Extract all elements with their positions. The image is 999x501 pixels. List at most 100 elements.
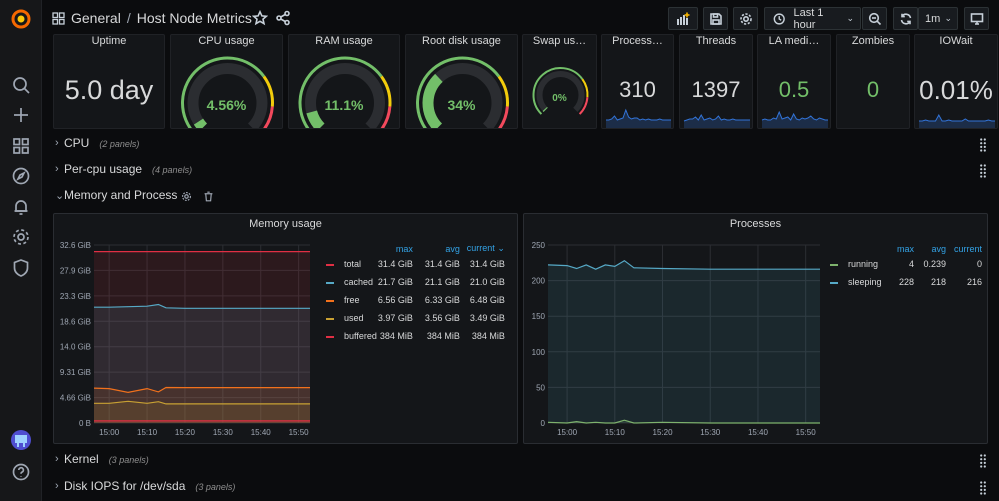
legend-row-used[interactable]: used 3.97 GiB 3.56 GiB 3.49 GiB [326, 309, 505, 327]
drag-handle-icon[interactable] [980, 454, 986, 468]
legend-swatch[interactable] [326, 263, 334, 266]
series-area-cached [94, 304, 310, 423]
stat-title[interactable]: Uptime [91, 35, 127, 47]
row-kernel[interactable]: › Kernel (3 panels) [53, 449, 998, 473]
stat-panel-6[interactable]: Threads 1397 [679, 34, 753, 129]
refresh-interval-picker[interactable]: 1m ⌄ [918, 7, 958, 30]
legend-series-name[interactable]: total [344, 259, 362, 269]
stat-panel-1[interactable]: CPU usage 4.56% [170, 34, 283, 129]
legend-series-name[interactable]: used [344, 313, 364, 323]
row-delete-trash-icon[interactable] [203, 191, 214, 202]
legend-row-running[interactable]: running 4 0.239 0 [830, 255, 982, 273]
search-icon[interactable] [11, 75, 31, 95]
legend-header-current[interactable]: current ⌄ [466, 243, 505, 253]
stat-title[interactable]: Zombies [851, 35, 895, 47]
stat-panel-5[interactable]: Process… 310 [601, 34, 674, 129]
legend-row-buffered[interactable]: buffered 384 MiB 384 MiB 384 MiB [326, 327, 505, 345]
legend-swatch[interactable] [326, 317, 334, 320]
stat-title[interactable]: Swap us… [532, 35, 587, 47]
save-dashboard-button[interactable] [703, 7, 728, 30]
stat-title[interactable]: Process… [612, 35, 663, 47]
row-cpu[interactable]: › CPU (2 panels) [53, 133, 998, 157]
stat-title[interactable]: LA medi… [768, 35, 820, 47]
sparkline [919, 113, 995, 128]
legend-row-total[interactable]: total 31.4 GiB 31.4 GiB 31.4 GiB [326, 255, 505, 273]
drag-handle-icon[interactable] [980, 481, 986, 495]
stat-title[interactable]: Root disk usage [422, 35, 501, 47]
legend-row-sleeping[interactable]: sleeping 228 218 216 [830, 273, 982, 291]
dashboards-icon[interactable] [11, 136, 31, 156]
stat-panel-7[interactable]: LA medi… 0.5 [757, 34, 831, 129]
star-icon[interactable] [251, 9, 269, 26]
legend-series-name[interactable]: buffered [344, 331, 377, 341]
legend-swatch[interactable] [326, 281, 334, 284]
stat-panel-2[interactable]: RAM usage 11.1% [288, 34, 400, 129]
legend-max: 31.4 GiB [377, 259, 413, 269]
breadcrumb-separator: / [126, 10, 131, 26]
legend-swatch[interactable] [326, 299, 334, 302]
zoom-out-button[interactable] [862, 7, 887, 30]
time-range-picker[interactable]: Last 1 hour ⌄ [764, 7, 861, 31]
legend-current: 384 MiB [471, 331, 505, 341]
legend-header-max[interactable]: max [395, 243, 413, 254]
legend-series-name[interactable]: running [848, 259, 879, 269]
breadcrumb-dashboard-title[interactable]: Host Node Metrics [136, 10, 252, 26]
stat-panel-9[interactable]: IOWait 0.01% [914, 34, 998, 129]
stat-panel-3[interactable]: Root disk usage 34% [405, 34, 518, 129]
panel-title[interactable]: Processes [729, 218, 782, 230]
configuration-gear-icon[interactable] [11, 227, 31, 247]
create-plus-icon[interactable] [11, 105, 31, 125]
row-memory-and-process[interactable]: ⌄ Memory and Process [53, 185, 998, 209]
alerting-bell-icon[interactable] [11, 197, 31, 217]
refresh-button[interactable] [893, 7, 918, 30]
legend-series-name[interactable]: free [344, 295, 360, 305]
refresh-icon [900, 12, 911, 25]
legend-row-free[interactable]: free 6.56 GiB 6.33 GiB 6.48 GiB [326, 291, 505, 309]
stat-panel-4[interactable]: Swap us… 0% [522, 34, 597, 129]
stat-panel-8[interactable]: Zombies 0 [836, 34, 910, 129]
processes-graph[interactable]: 250 200 150 100 50 0 15:00 15:10 15:20 15:30 15:40… [524, 214, 987, 443]
legend-swatch[interactable] [326, 335, 334, 338]
legend-swatch[interactable] [830, 281, 838, 284]
stat-title[interactable]: IOWait [939, 35, 973, 47]
explore-compass-icon[interactable] [11, 166, 31, 186]
legend-max: 3.97 GiB [377, 313, 413, 323]
server-admin-shield-icon[interactable] [11, 258, 31, 278]
legend-row-cached[interactable]: cached 21.7 GiB 21.1 GiB 21.0 GiB [326, 273, 505, 291]
stat-panel-0[interactable]: Uptime 5.0 day [53, 34, 165, 129]
dashboard-settings-button[interactable] [733, 7, 758, 30]
legend-series-name[interactable]: sleeping [848, 277, 882, 287]
legend-header-avg[interactable]: avg [931, 243, 946, 254]
memory-usage-panel[interactable]: Memory usage 32.6 GiB 27.9 GiB 23.3 GiB 18.… [53, 213, 518, 444]
row-panel-count: (2 panels) [99, 139, 140, 149]
user-avatar[interactable] [11, 430, 31, 450]
legend-swatch[interactable] [830, 263, 838, 266]
x-tick-label: 15:10 [137, 428, 158, 437]
x-tick-label: 15:50 [796, 428, 817, 437]
stat-title[interactable]: Threads [695, 35, 737, 47]
legend-header-current[interactable]: current [953, 243, 982, 254]
drag-handle-icon[interactable] [980, 138, 986, 152]
x-tick-label: 15:30 [213, 428, 234, 437]
legend-header-max[interactable]: max [896, 243, 914, 254]
row-per-cpu-usage[interactable]: › Per-cpu usage (4 panels) [53, 159, 998, 183]
stat-value: 0.01% [919, 75, 993, 105]
stat-value: 0 [866, 77, 880, 102]
memory-usage-graph[interactable]: 32.6 GiB 27.9 GiB 23.3 GiB 18.6 GiB 14.0 GiB… [54, 214, 517, 443]
processes-panel[interactable]: Processes 250 200 150 100 50 0 15:00 15:10 15:20… [523, 213, 988, 444]
row-settings-gear-icon[interactable] [181, 191, 192, 202]
stat-title[interactable]: RAM usage [315, 35, 373, 47]
stat-title[interactable]: CPU usage [198, 35, 255, 47]
drag-handle-icon[interactable] [980, 164, 986, 178]
chevron-right-icon: › [55, 453, 59, 465]
add-panel-button[interactable] [668, 7, 698, 30]
panel-title[interactable]: Memory usage [249, 218, 322, 230]
share-icon[interactable] [275, 10, 291, 26]
row-disk-iops[interactable]: › Disk IOPS for /dev/sda (3 panels) [53, 476, 998, 500]
legend-series-name[interactable]: cached [344, 277, 374, 287]
grafana-logo-icon[interactable] [10, 8, 32, 30]
tv-mode-button[interactable] [964, 7, 989, 30]
help-icon[interactable] [11, 462, 31, 482]
legend-header-avg[interactable]: avg [445, 243, 460, 254]
breadcrumb-folder[interactable]: General [71, 10, 121, 26]
